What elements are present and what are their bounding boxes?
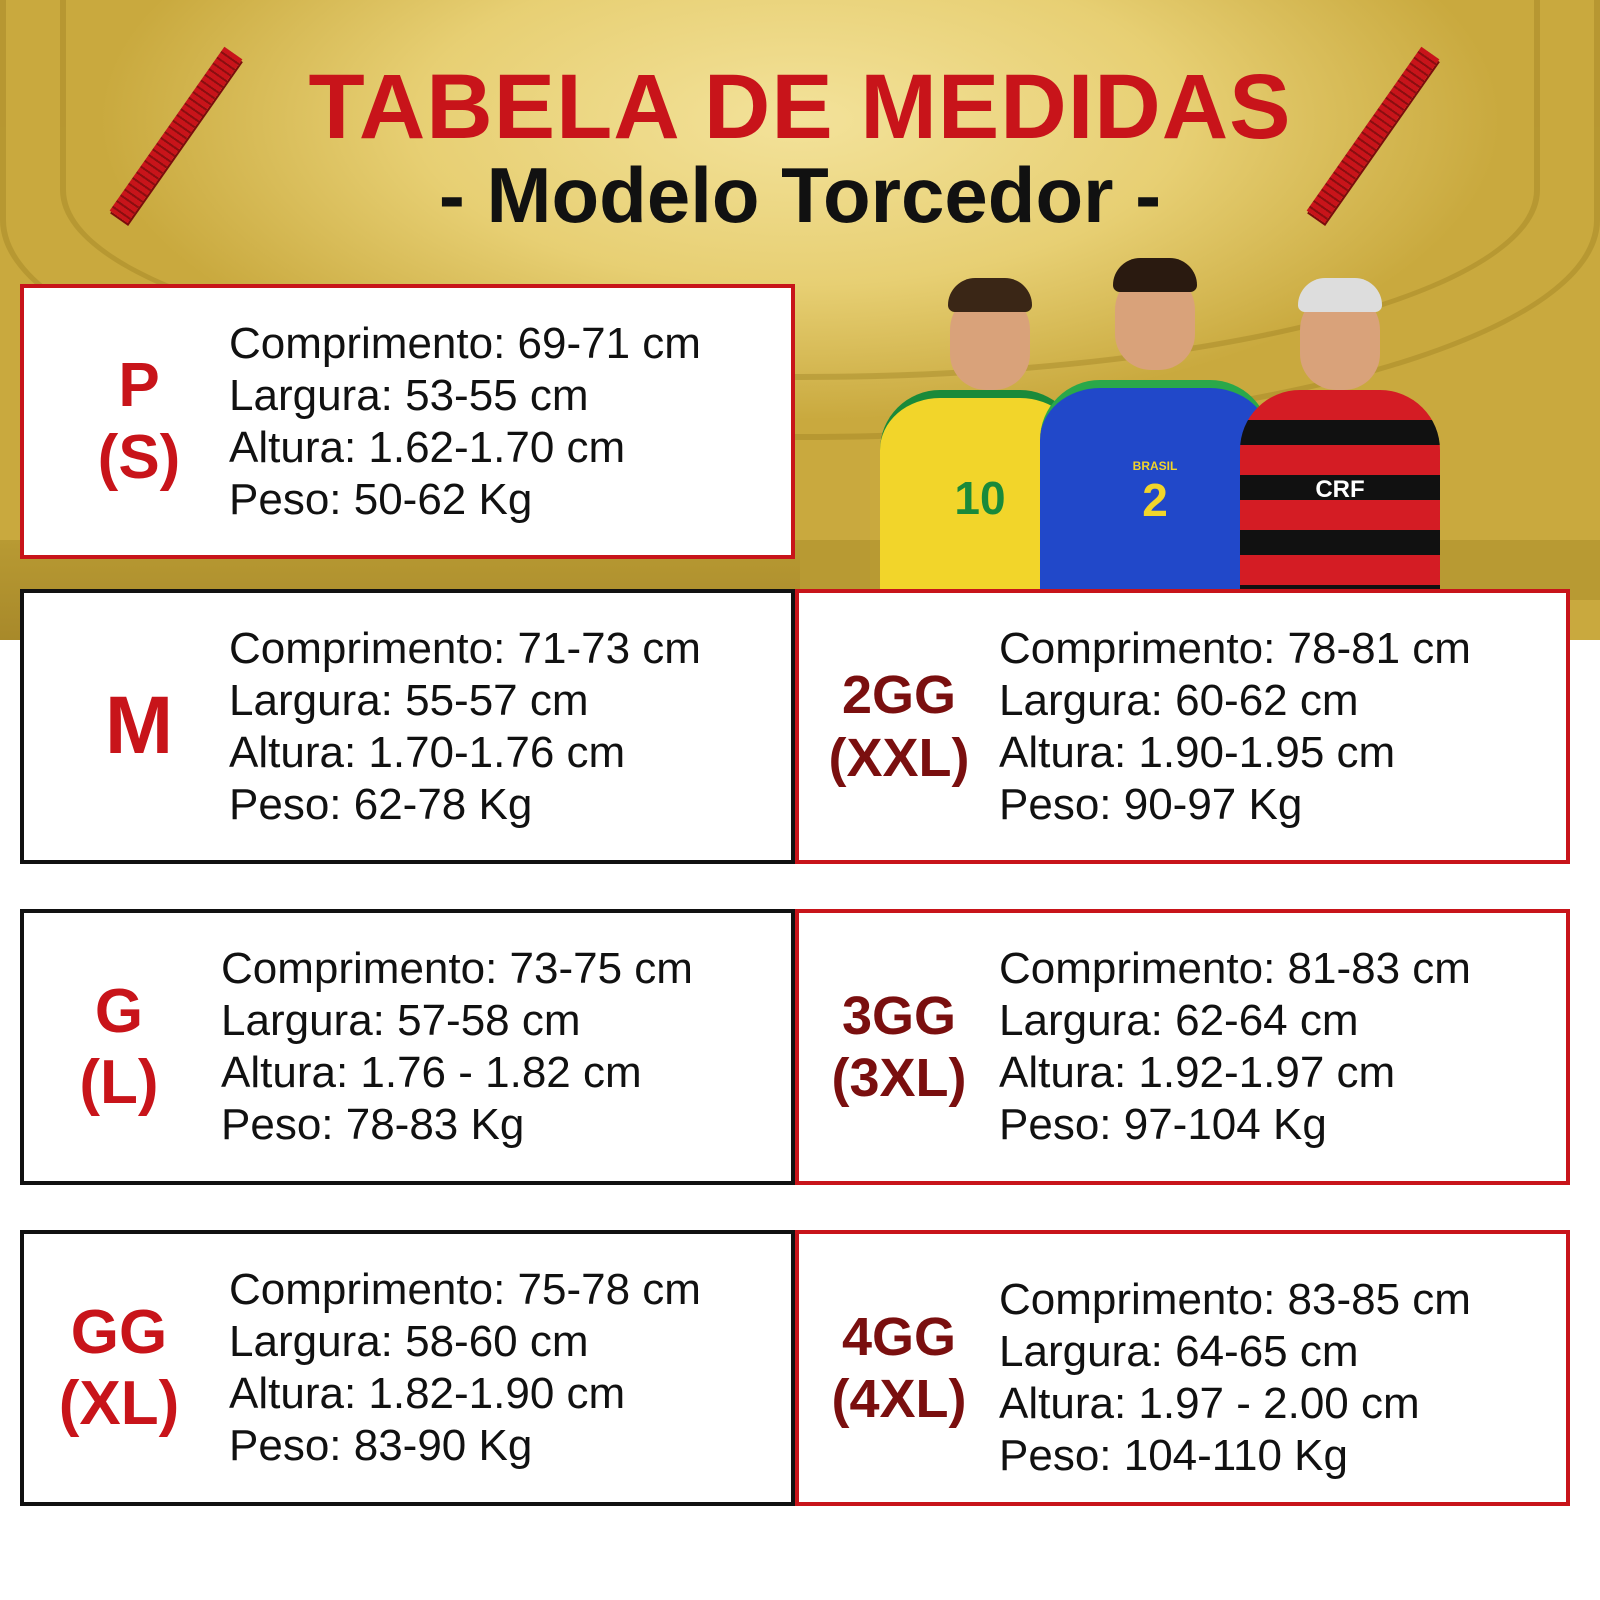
size-card-gg: GG (XL) Comprimento: 75-78 cm Largura: 58… <box>20 1230 795 1506</box>
size-label: 2GG (XXL) <box>828 665 970 788</box>
player-blue-jersey: BRASIL 2 <box>1040 258 1270 598</box>
size-label: M <box>104 680 174 772</box>
stadium-roof-arch <box>0 0 1600 440</box>
largura: Largura: 60-62 cm <box>999 675 1359 725</box>
peso: Peso: 62-78 Kg <box>229 779 533 829</box>
stadium-roof-arch <box>60 0 1540 380</box>
peso: Peso: 104-110 Kg <box>999 1431 1348 1480</box>
largura: Largura: 55-57 cm <box>229 675 589 725</box>
size-specs: Comprimento: 78-81 cm Largura: 60-62 cm … <box>999 593 1471 860</box>
largura: Largura: 57-58 cm <box>221 996 581 1045</box>
comprimento: Comprimento: 69-71 cm <box>229 318 701 368</box>
players-illustration: 10 BRASIL 2 CRF <box>880 258 1460 598</box>
player-flamengo-jersey: CRF <box>1240 270 1440 590</box>
altura: Altura: 1.70-1.76 cm <box>229 727 626 777</box>
comprimento: Comprimento: 73-75 cm <box>221 944 693 993</box>
largura: Largura: 62-64 cm <box>999 996 1359 1045</box>
player-hair <box>948 278 1032 312</box>
altura: Altura: 1.76 - 1.82 cm <box>221 1048 642 1097</box>
comprimento: Comprimento: 75-78 cm <box>229 1265 701 1314</box>
size-card-2gg: 2GG (XXL) Comprimento: 78-81 cm Largura: … <box>795 589 1570 864</box>
page-subtitle: - Modelo Torcedor - <box>438 151 1162 239</box>
peso: Peso: 50-62 Kg <box>229 474 533 524</box>
comprimento: Comprimento: 71-73 cm <box>229 623 701 673</box>
size-label: 3GG (3XL) <box>831 985 967 1108</box>
size-specs: Comprimento: 83-85 cm Largura: 64-65 cm … <box>999 1234 1471 1502</box>
largura: Largura: 64-65 cm <box>999 1327 1359 1376</box>
size-specs: Comprimento: 73-75 cm Largura: 57-58 cm … <box>221 913 693 1181</box>
size-specs: Comprimento: 71-73 cm Largura: 55-57 cm … <box>229 593 701 860</box>
largura: Largura: 53-55 cm <box>229 370 589 420</box>
altura: Altura: 1.82-1.90 cm <box>229 1369 626 1418</box>
altura: Altura: 1.97 - 2.00 cm <box>999 1379 1420 1428</box>
page-title: TABELA DE MEDIDAS <box>308 56 1292 158</box>
altura: Altura: 1.90-1.95 cm <box>999 727 1396 777</box>
size-card-3gg: 3GG (3XL) Comprimento: 81-83 cm Largura: … <box>795 909 1570 1185</box>
player-hair <box>1298 278 1382 312</box>
size-card-p: P (S) Comprimento: 69-71 cm Largura: 53-5… <box>20 284 795 559</box>
size-label: G (L) <box>79 976 159 1117</box>
largura: Largura: 58-60 cm <box>229 1317 589 1366</box>
altura: Altura: 1.92-1.97 cm <box>999 1048 1396 1097</box>
peso: Peso: 83-90 Kg <box>229 1421 533 1470</box>
player-hair <box>1113 258 1197 292</box>
comprimento: Comprimento: 83-85 cm <box>999 1275 1471 1324</box>
size-specs: Comprimento: 69-71 cm Largura: 53-55 cm … <box>229 288 701 555</box>
peso: Peso: 90-97 Kg <box>999 779 1303 829</box>
altura: Altura: 1.62-1.70 cm <box>229 422 626 472</box>
size-card-g: G (L) Comprimento: 73-75 cm Largura: 57-5… <box>20 909 795 1185</box>
size-specs: Comprimento: 81-83 cm Largura: 62-64 cm … <box>999 913 1471 1181</box>
size-card-m: M Comprimento: 71-73 cm Largura: 55-57 c… <box>20 589 795 864</box>
comprimento: Comprimento: 78-81 cm <box>999 623 1471 673</box>
size-label: P (S) <box>97 351 181 492</box>
size-label: 4GG (4XL) <box>831 1306 967 1429</box>
size-label: GG (XL) <box>58 1297 180 1438</box>
peso: Peso: 97-104 Kg <box>999 1100 1327 1149</box>
size-specs: Comprimento: 75-78 cm Largura: 58-60 cm … <box>229 1234 701 1502</box>
comprimento: Comprimento: 81-83 cm <box>999 944 1471 993</box>
blue-jersey: BRASIL 2 <box>1040 380 1270 598</box>
peso: Peso: 78-83 Kg <box>221 1100 525 1149</box>
size-card-4gg: 4GG (4XL) Comprimento: 83-85 cm Largura: … <box>795 1230 1570 1506</box>
flamengo-jersey: CRF <box>1240 390 1440 590</box>
